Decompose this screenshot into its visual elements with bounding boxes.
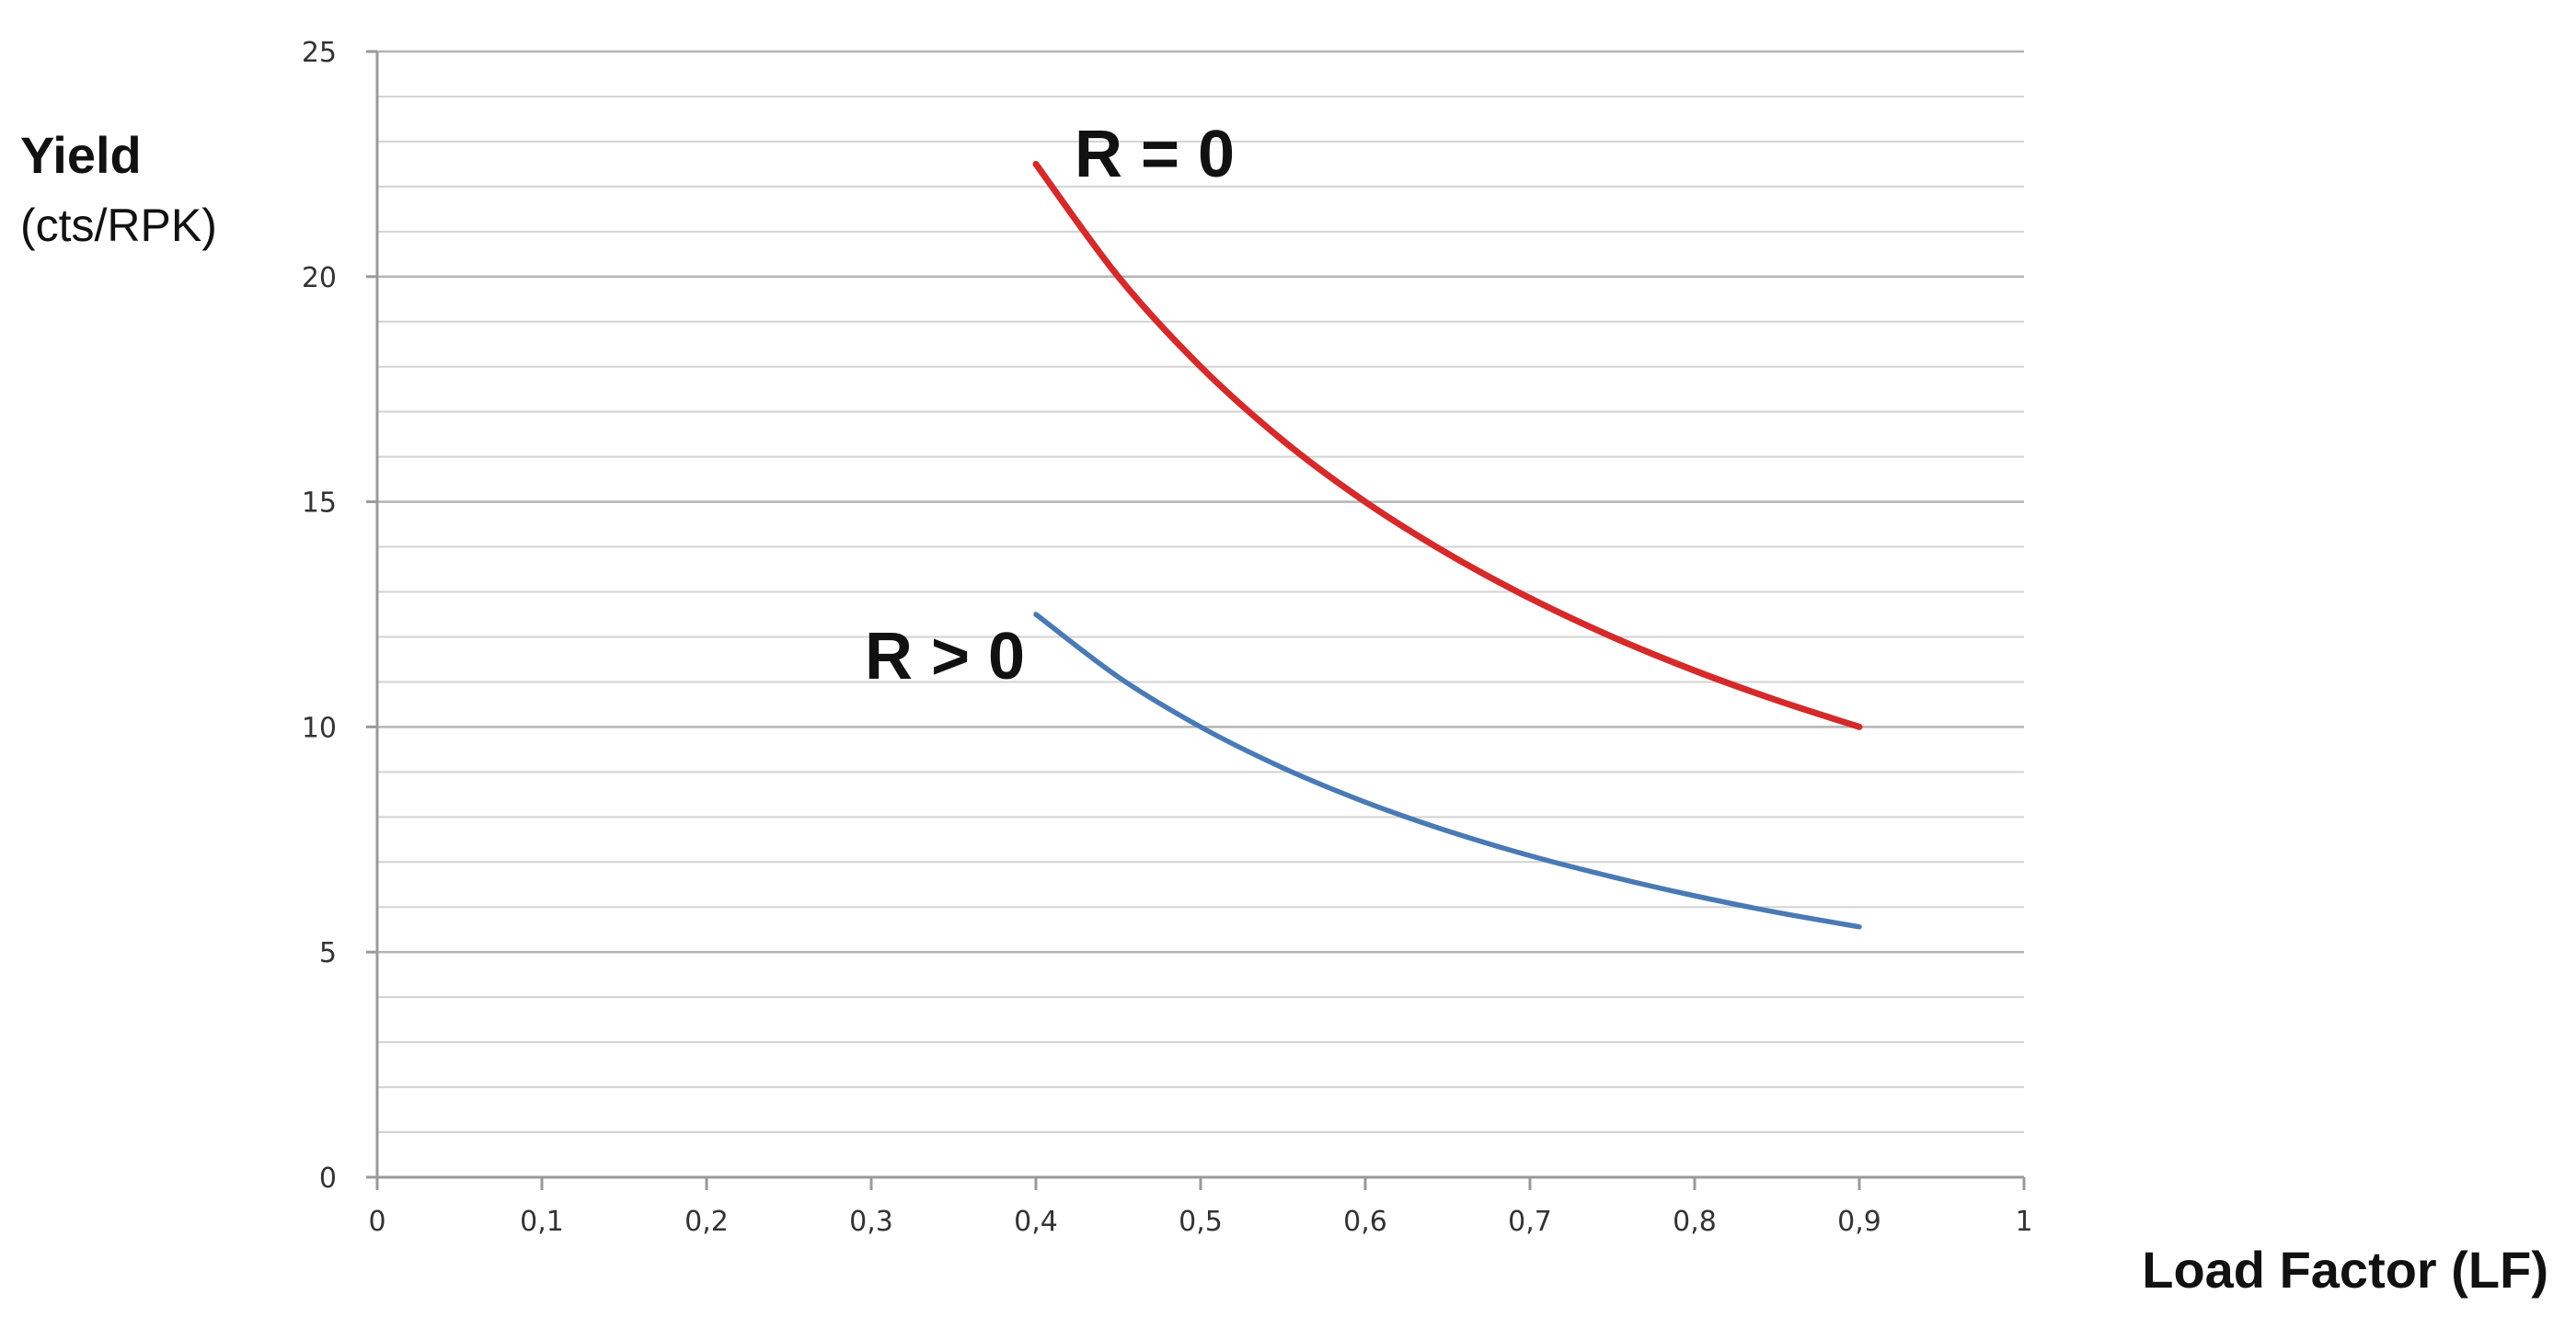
y-tick-label: 10 [302, 712, 337, 744]
x-ticks: 0 0,1 0,2 0,3 0,4 0,5 0,6 0,7 0,8 0,9 1 [368, 1177, 2033, 1238]
y-axis-unit: (cts/RPK) [20, 200, 217, 251]
x-tick-label: 0 [368, 1206, 385, 1238]
y-tick-label: 0 [319, 1162, 337, 1195]
series-line-r-equals-0 [1032, 160, 1863, 730]
series-line-r-greater-0 [1033, 612, 1862, 930]
x-tick-label: 0,5 [1179, 1206, 1223, 1238]
x-tick-label: 0,7 [1508, 1206, 1552, 1238]
x-axis-title: Load Factor (LF) [2142, 1241, 2548, 1299]
y-ticks: 0 5 10 15 20 25 [302, 37, 377, 1195]
axes [375, 52, 2024, 1179]
y-tick-label: 20 [302, 262, 337, 294]
y-tick-label: 25 [302, 37, 337, 69]
x-tick-label: 0,2 [684, 1206, 729, 1238]
y-axis-title: Yield [20, 126, 142, 184]
series-label-r-greater-0: R > 0 [865, 620, 1025, 693]
series-lines [1032, 160, 1863, 930]
x-tick-label: 0,3 [849, 1206, 893, 1238]
x-tick-label: 0,6 [1343, 1206, 1387, 1238]
x-tick-label: 1 [2015, 1206, 2032, 1238]
x-tick-label: 0,1 [520, 1206, 564, 1238]
x-tick-label: 0,4 [1014, 1206, 1058, 1238]
x-tick-label: 0,9 [1837, 1206, 1881, 1238]
grid [377, 50, 2024, 1134]
series-label-r-equals-0: R = 0 [1075, 118, 1235, 191]
y-tick-label: 5 [319, 937, 337, 969]
y-tick-label: 15 [302, 487, 337, 520]
x-tick-label: 0,8 [1673, 1206, 1717, 1238]
